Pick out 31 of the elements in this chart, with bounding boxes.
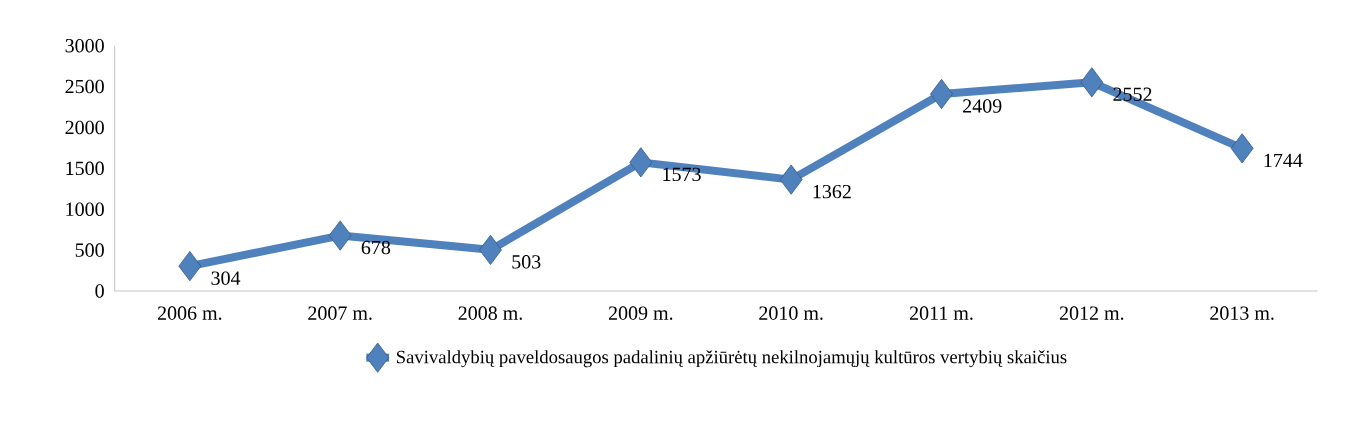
x-tick-label: 2010 m. (759, 306, 823, 320)
y-tick-label: 0 (95, 284, 104, 298)
point (930, 78, 953, 110)
y-tick-label: 500 (75, 243, 104, 257)
point (1230, 133, 1254, 164)
legend-label: Savivaldybių paveldosaugos padalinių apžiūrėtų nekilnojamųjų kultūros vertybių skaičius (396, 350, 1067, 368)
data-label: 503 (512, 255, 541, 269)
y-tick-label: 3000 (65, 38, 104, 53)
y-tick-label: 1500 (66, 161, 104, 176)
data-label: 1744 (1264, 153, 1303, 167)
point (178, 251, 202, 282)
data-label: 1573 (663, 167, 701, 182)
point (328, 220, 352, 251)
data-label: 2409 (963, 99, 1002, 113)
data-label: 678 (361, 240, 391, 255)
point (1080, 67, 1104, 98)
data-label: 1362 (813, 184, 851, 199)
x-tick-label: 2013 m. (1210, 306, 1274, 320)
x-tick-label: 2011 m. (909, 306, 973, 320)
point (629, 147, 653, 178)
y-tick-label: 2500 (65, 79, 104, 94)
x-tick-label: 2008 m. (458, 306, 522, 320)
x-tick-label: 2009 m. (608, 306, 673, 320)
point (479, 234, 502, 265)
y-tick-label: 1000 (66, 202, 104, 216)
data-label: 304 (211, 271, 241, 285)
y-tick-label: 2000 (65, 120, 104, 135)
point (779, 164, 803, 195)
x-tick-label: 2012 m. (1059, 306, 1124, 320)
x-tick-label: 2007 m. (308, 306, 372, 320)
x-tick-label: 2006 m. (157, 306, 222, 320)
